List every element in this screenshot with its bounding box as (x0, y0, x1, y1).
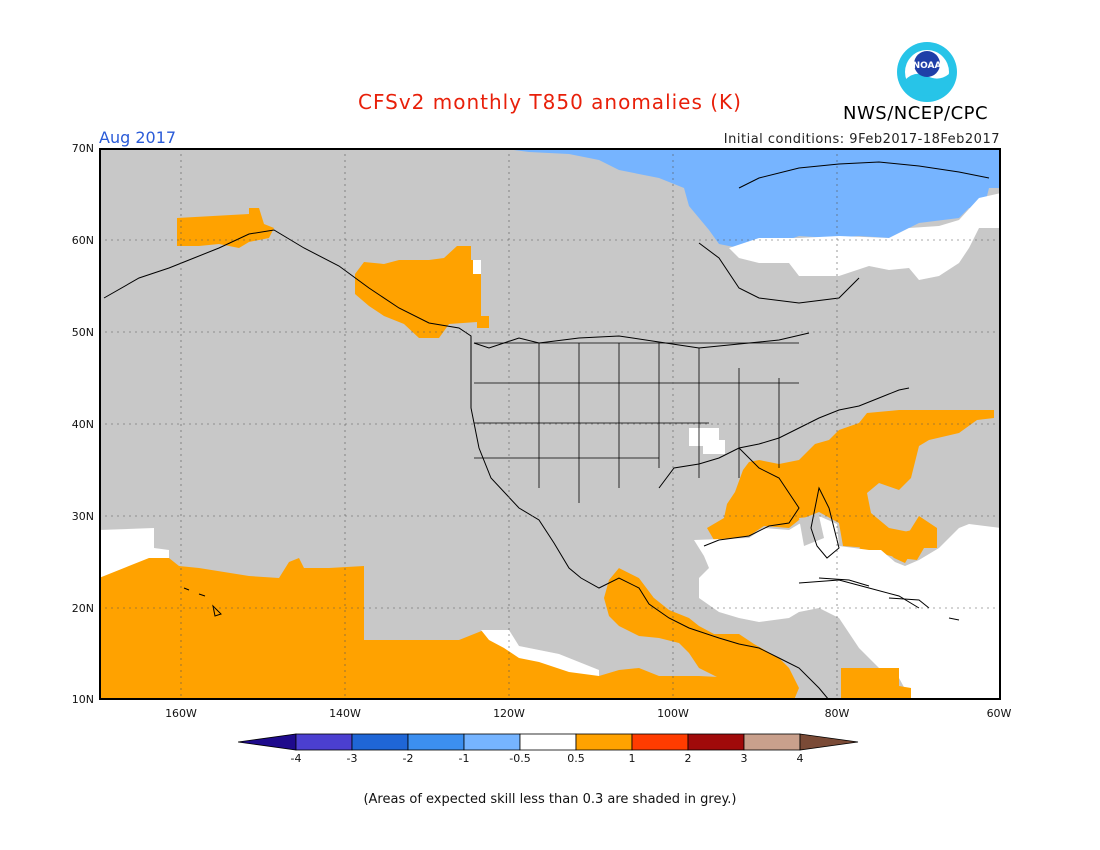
footnote: (Areas of expected skill less than 0.3 a… (363, 792, 737, 807)
lat-label-30n: 30N (71, 510, 94, 523)
legend-label: 3 (740, 752, 748, 765)
lon-label-140w: 140W (329, 707, 361, 720)
lat-label-70n: 70N (71, 142, 94, 155)
caribbean-islands (818, 577, 960, 621)
initial-conditions: Initial conditions: 9Feb2017-18Feb2017 (723, 132, 1000, 147)
legend-label: 0.5 (567, 752, 585, 765)
legend-swatch-max (799, 733, 859, 751)
svg-text:NOAA: NOAA (913, 61, 942, 71)
positive-anomaly-caribbean-south (841, 668, 911, 700)
positive-anomaly-pacific (99, 558, 789, 700)
neutral-region-north (729, 193, 1001, 280)
legend-swatch (575, 733, 633, 751)
positive-anomaly-bc (355, 246, 489, 338)
positive-anomaly-alaska (177, 208, 274, 248)
forecast-month: Aug 2017 (99, 128, 177, 147)
legend-label: -4 (290, 752, 302, 765)
legend-label: -2 (402, 752, 414, 765)
legend-swatch (463, 733, 521, 751)
neutral-region-pacific-east (481, 630, 599, 676)
legend-swatch (295, 733, 353, 751)
color-legend (238, 733, 859, 751)
positive-anomaly-central-america (604, 568, 799, 700)
legend-swatch (687, 733, 745, 751)
negative-anomaly-region (499, 148, 1001, 248)
legend-swatch (519, 733, 577, 751)
lon-label-120w: 120W (493, 707, 525, 720)
political-borders (474, 342, 799, 503)
graticule (99, 148, 1001, 700)
legend-label: 1 (628, 752, 636, 765)
lat-label-20n: 20N (71, 602, 94, 615)
chart-title: CFSv2 monthly T850 anomalies (K) (358, 90, 742, 114)
lat-label-40n: 40N (71, 418, 94, 431)
legend-swatch (743, 733, 801, 751)
legend-swatch (631, 733, 689, 751)
lat-label-50n: 50N (71, 326, 94, 339)
lon-label-60w: 60W (986, 707, 1012, 720)
hawaii-islands (183, 587, 222, 617)
legend-label: -3 (346, 752, 358, 765)
positive-anomaly-atlantic (841, 528, 937, 560)
lon-label-100w: 100W (657, 707, 689, 720)
low-skill-grey-mexico (594, 508, 669, 598)
lat-label-60n: 60N (71, 234, 94, 247)
legend-label: -1 (458, 752, 470, 765)
noaa-logo: NOAA (897, 42, 957, 102)
lat-label-10n: 10N (71, 693, 94, 706)
neutral-region-caribbean (694, 516, 1001, 700)
legend-label: -0.5 (509, 752, 531, 765)
legend-label: 4 (796, 752, 804, 765)
lon-label-80w: 80W (824, 707, 850, 720)
legend-swatch (351, 733, 409, 751)
organization-label: NWS/NCEP/CPC (843, 103, 989, 124)
legend-swatch (407, 733, 465, 751)
legend-label: 2 (684, 752, 692, 765)
neutral-region-pacific-west (99, 528, 169, 578)
anomaly-map (99, 148, 1001, 700)
legend-swatch-min (238, 733, 297, 751)
map-frame (99, 148, 1001, 700)
lon-label-160w: 160W (165, 707, 197, 720)
